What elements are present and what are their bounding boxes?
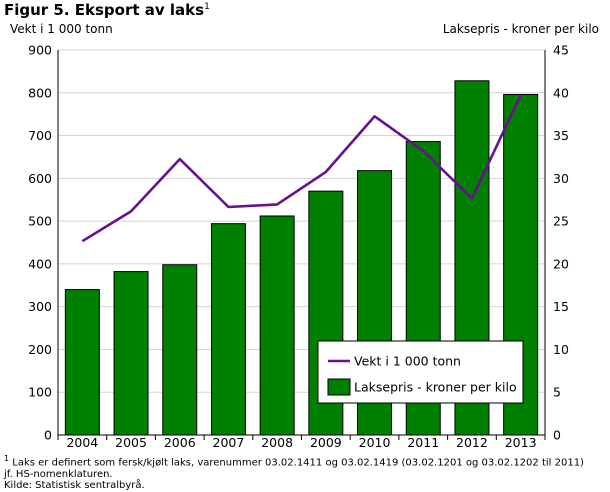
y-left-tick-label: 300 [28,299,52,314]
x-tick-label: 2013 [505,435,537,450]
bar [113,271,149,436]
x-tick-label: 2006 [164,435,196,450]
y-right-tick-label: 30 [553,171,569,186]
y-left-tick-label: 0 [44,428,52,443]
bar [64,289,100,436]
y-left-tick-label: 500 [28,214,52,229]
footnote-1: 1 Laks er definert som fersk/kjølt laks,… [4,454,584,469]
x-tick-label: 2004 [66,435,98,450]
y-right-tick-label: 40 [553,85,569,100]
y-left-tick-label: 800 [28,85,52,100]
y-left-tick-label: 200 [28,342,52,357]
bar [162,264,198,436]
legend-box [317,340,524,404]
legend-label: Laksepris - kroner per kilo [354,380,517,395]
y-left-tick-label: 900 [28,43,52,58]
x-tick-label: 2008 [261,435,293,450]
line-series [81,94,522,243]
x-tick-label: 2011 [407,435,439,450]
legend-bar-swatch [327,378,351,396]
y-right-tick-label: 5 [553,385,561,400]
x-tick-label: 2012 [456,435,488,450]
y-right-tick-label: 0 [553,428,561,443]
source-note: Kilde: Statistisk sentralbyrå. [4,480,145,492]
x-tick-label: 2007 [213,435,245,450]
footnotes: 1 Laks er definert som fersk/kjølt laks,… [4,453,584,492]
y-right-tick-label: 25 [553,214,569,229]
footnote-2: jf. HS-nomenklaturen. [4,468,113,480]
y-right-tick-label: 10 [553,342,569,357]
chart-title: Figur 5. Eksport av laks1 [4,1,210,19]
x-tick-label: 2009 [310,435,342,450]
x-tick-label: 2005 [115,435,147,450]
y-left-tick-label: 100 [28,385,52,400]
y-left-tick-label: 400 [28,256,52,271]
y-right-tick-label: 45 [553,43,569,58]
y-right-tick-label: 35 [553,128,569,143]
right-axis-unit-label: Laksepris - kroner per kilo [442,22,599,36]
left-axis-unit-label: Vekt i 1 000 tonn [10,22,113,36]
legend-label: Vekt i 1 000 tonn [354,354,461,369]
x-tick-label: 2010 [359,435,391,450]
y-left-tick-label: 600 [28,171,52,186]
y-left-tick-label: 700 [28,128,52,143]
y-right-tick-label: 15 [553,299,569,314]
y-right-tick-label: 20 [553,256,569,271]
bar [259,215,295,436]
bar [210,223,246,436]
